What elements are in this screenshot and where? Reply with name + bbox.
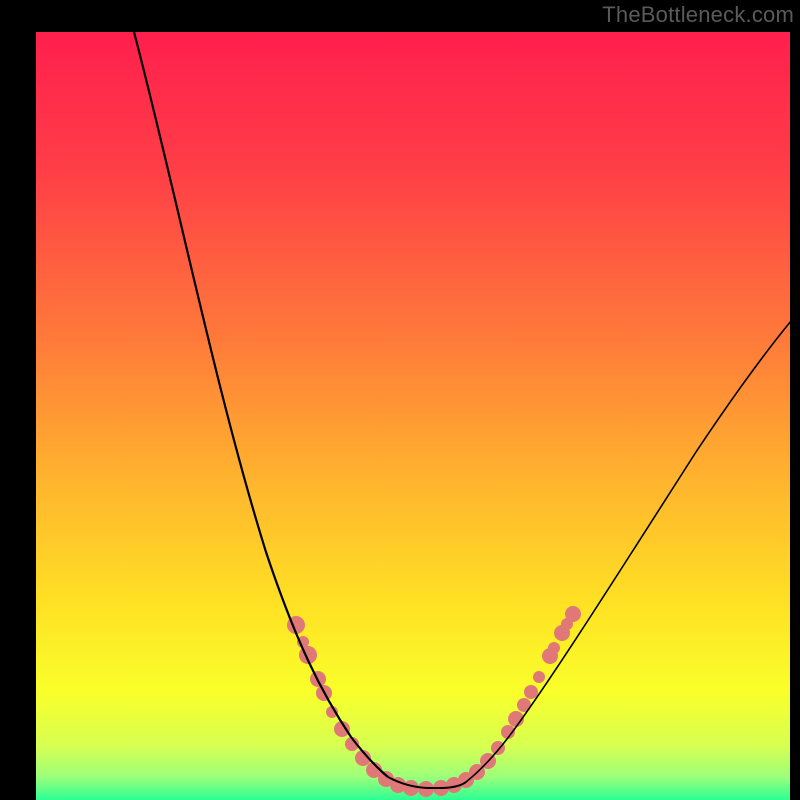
left-curve [134,32,388,777]
data-point [491,741,505,755]
data-point [458,772,474,788]
right-curve [466,282,790,782]
data-point [403,780,419,796]
watermark-text: TheBottleneck.com [602,2,794,28]
data-point [287,616,305,634]
data-point [561,618,573,630]
data-point [390,777,406,793]
data-point [433,780,449,796]
data-point [469,764,485,780]
chart-svg [36,32,790,800]
data-point [548,642,560,654]
data-point [366,762,382,778]
data-point [316,685,332,701]
data-point [418,781,434,797]
data-point [524,685,538,699]
data-point [299,646,317,664]
data-point [480,753,496,769]
data-point [501,725,515,739]
data-point [446,777,462,793]
data-point [345,737,359,751]
data-point [326,706,338,718]
data-point [508,711,524,727]
scatter-dots [287,606,581,797]
data-point [355,750,371,766]
data-point [565,606,581,622]
data-point [297,636,309,648]
chart-plot-area [36,32,790,800]
data-point [310,671,326,687]
data-point [533,671,545,683]
data-point [517,698,531,712]
data-point [378,771,394,787]
valley-curve [388,777,466,788]
data-point [554,625,570,641]
data-point [334,721,350,737]
data-point [542,648,558,664]
